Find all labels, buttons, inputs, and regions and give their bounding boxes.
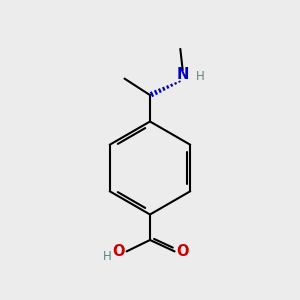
Text: O: O xyxy=(112,244,125,260)
Text: O: O xyxy=(176,244,189,260)
Text: H: H xyxy=(103,250,112,263)
Text: H: H xyxy=(196,70,205,83)
Text: N: N xyxy=(176,67,189,82)
